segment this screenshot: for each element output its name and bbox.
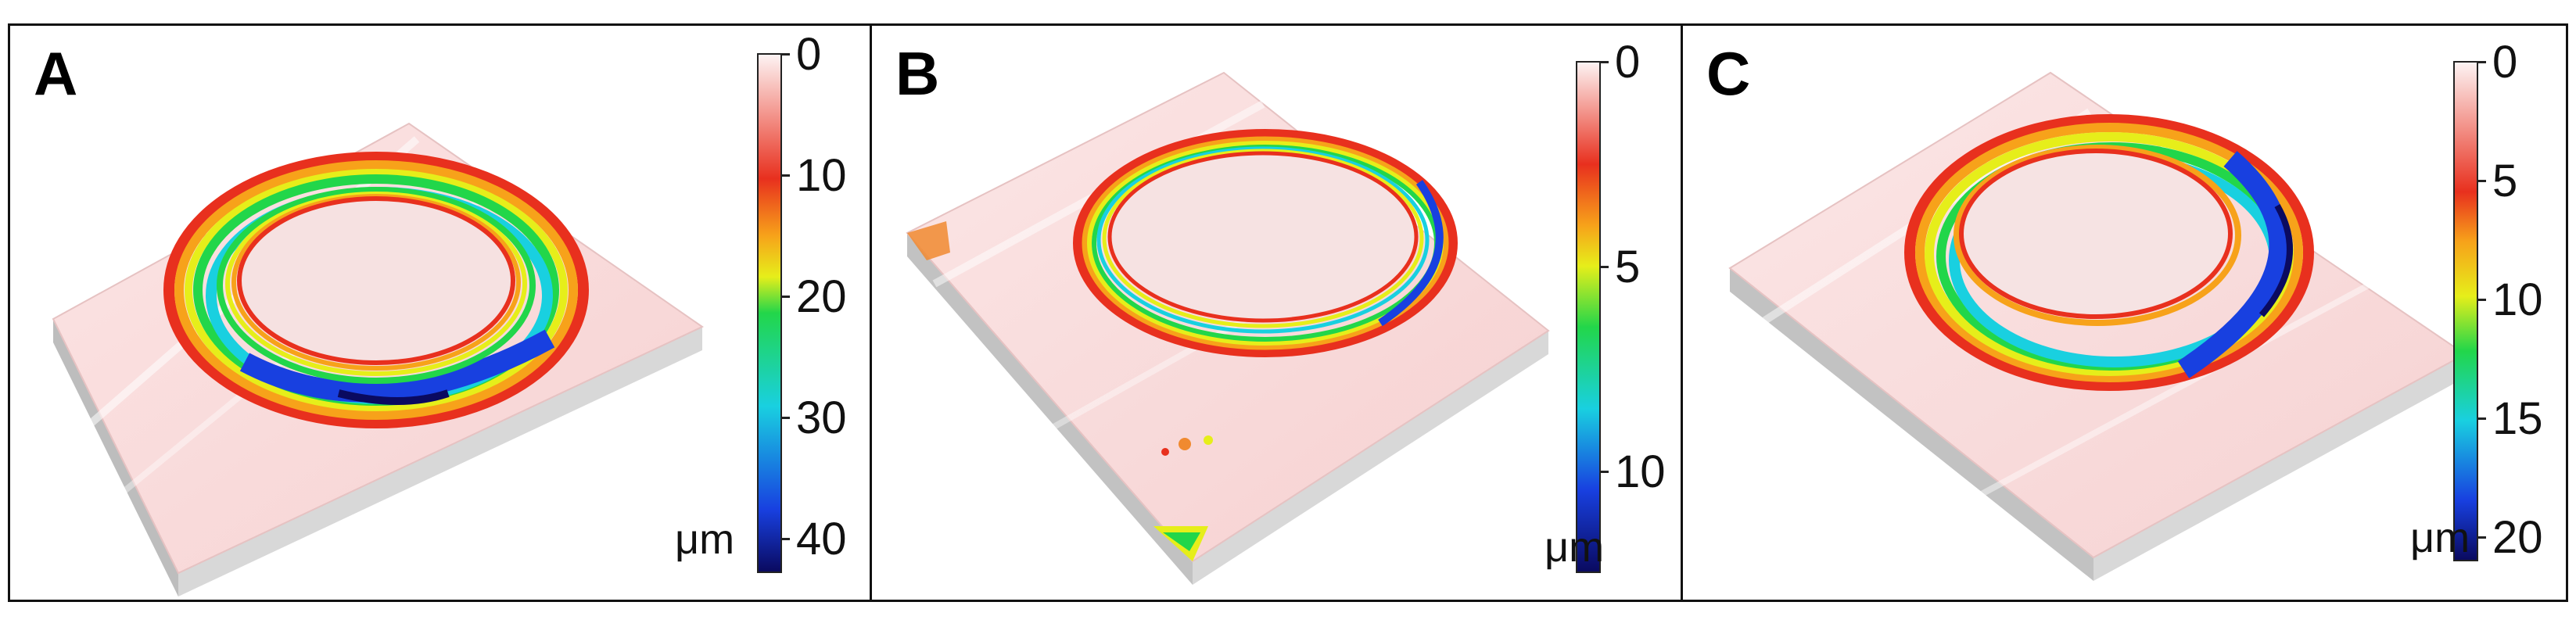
colorbar-tick-b-0 bbox=[1601, 61, 1609, 63]
colorbar-unit-b: μm bbox=[1545, 524, 1605, 571]
colorbar-tick-c-20 bbox=[2478, 536, 2486, 539]
panel-label-c: C bbox=[1706, 39, 1751, 108]
ring-feature-c bbox=[1904, 114, 2314, 391]
panel-c: C 0 5 10 15 20 μm bbox=[1681, 23, 2568, 602]
colorbar-tick-a-40 bbox=[782, 538, 790, 540]
surface-profile-b bbox=[906, 71, 1550, 585]
colorbar-tick-a-20 bbox=[782, 296, 790, 298]
surface-profile-a bbox=[52, 122, 704, 597]
slab-side-a bbox=[53, 319, 178, 597]
slab-side-b bbox=[907, 233, 1193, 585]
colorbar-b bbox=[1576, 61, 1601, 573]
surface-profile-c bbox=[1728, 71, 2467, 581]
slab-side-c bbox=[1730, 268, 2093, 581]
colorbar-label-a-0: 0 bbox=[796, 29, 822, 80]
colorbar-tick-a-30 bbox=[782, 417, 790, 419]
colorbar-tick-a-10 bbox=[782, 174, 790, 177]
colorbar-label-a-30: 30 bbox=[796, 392, 847, 443]
panel-a: A 0 10 20 30 40 μm bbox=[8, 23, 872, 602]
colorbar-label-b-5: 5 bbox=[1615, 242, 1641, 292]
colorbar-tick-c-0 bbox=[2478, 61, 2486, 63]
colorbar-c bbox=[2453, 61, 2478, 561]
colorbar-unit-c: μm bbox=[2410, 514, 2470, 561]
colorbar-tick-b-5 bbox=[1601, 266, 1609, 268]
panel-label-a: A bbox=[34, 39, 78, 108]
slab-front-a bbox=[178, 327, 702, 597]
colorbar-tick-b-10 bbox=[1601, 471, 1609, 473]
colorbar-tick-c-10 bbox=[2478, 299, 2486, 301]
colorbar-label-c-5: 5 bbox=[2492, 156, 2518, 206]
colorbar-label-b-0: 0 bbox=[1615, 37, 1641, 88]
panel-b: B 0 5 10 μm bbox=[870, 23, 1683, 602]
ring-feature-b bbox=[1073, 129, 1458, 357]
colorbar-label-a-40: 40 bbox=[796, 514, 847, 564]
colorbar-label-c-0: 0 bbox=[2492, 37, 2518, 88]
colorbar-label-c-20: 20 bbox=[2492, 512, 2543, 563]
slab-front-c bbox=[2093, 354, 2465, 581]
colorbar-unit-a: μm bbox=[675, 516, 735, 563]
colorbar-label-c-10: 10 bbox=[2492, 274, 2543, 325]
colorbar-label-b-10: 10 bbox=[1615, 446, 1666, 497]
slab-front-b bbox=[1193, 331, 1548, 585]
colorbar-label-c-15: 15 bbox=[2492, 393, 2543, 444]
colorbar-tick-a-0 bbox=[782, 53, 790, 56]
panel-label-b: B bbox=[895, 39, 940, 108]
ring-feature-a bbox=[163, 152, 589, 428]
colorbar-label-a-10: 10 bbox=[796, 150, 847, 201]
colorbar-a bbox=[757, 53, 782, 573]
colorbar-label-a-20: 20 bbox=[796, 271, 847, 322]
colorbar-tick-c-15 bbox=[2478, 417, 2486, 420]
colorbar-tick-c-5 bbox=[2478, 180, 2486, 182]
